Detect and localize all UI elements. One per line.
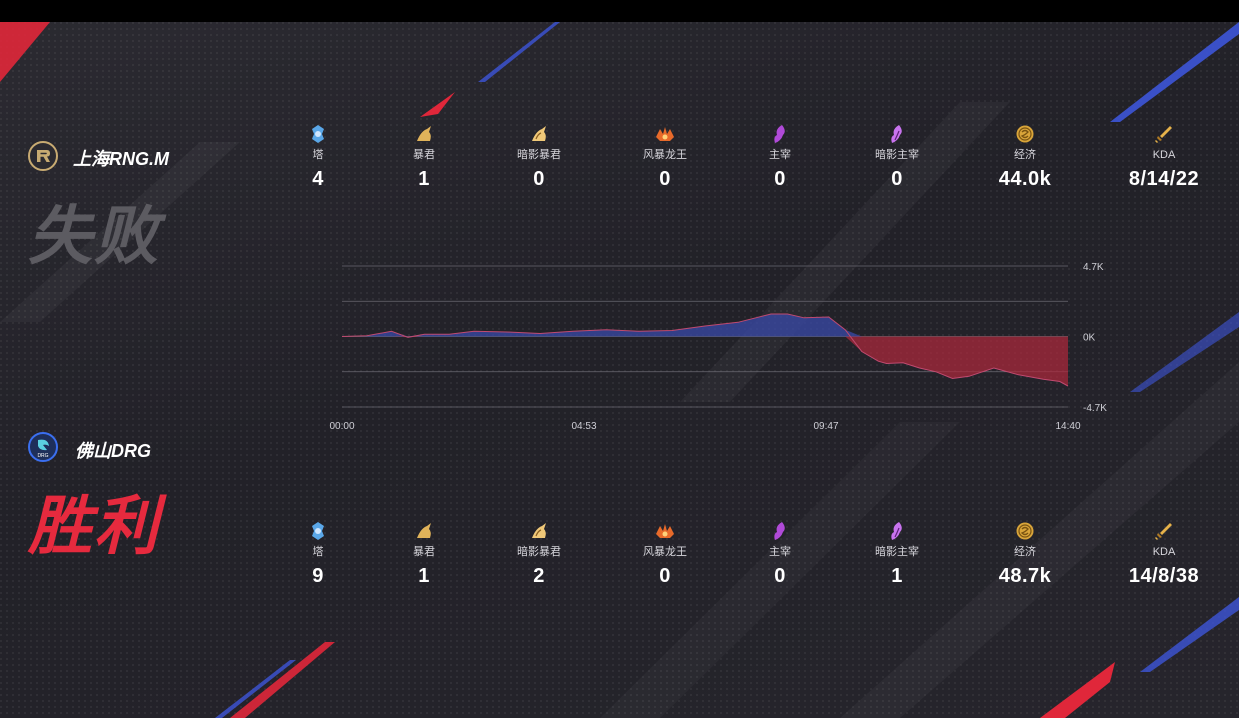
stat-label: 暗影主宰	[875, 149, 919, 161]
stat-value: 0	[891, 168, 903, 190]
stat-tyrant: 暴君 1	[374, 123, 474, 191]
stat-value: 14/8/38	[1128, 565, 1200, 587]
stat-tower: 塔 4	[268, 123, 368, 191]
stat-value: 0	[533, 168, 545, 190]
shadow-overlord-icon	[891, 125, 902, 143]
bottom-team-logo: DRG	[28, 432, 58, 462]
stat-value: 0	[659, 565, 671, 587]
top-black-bar	[0, 0, 1239, 22]
gold-difference-line	[341, 313, 1069, 387]
stat-label: 经济	[1014, 546, 1036, 558]
stat-value: 8/14/22	[1128, 168, 1200, 190]
stat-kda: KDA 14/8/38	[1114, 520, 1214, 588]
stat-label: KDA	[1152, 546, 1176, 558]
tyrant-icon	[417, 523, 431, 538]
stat-overlord: 主宰 0	[730, 520, 830, 588]
top-team-logo	[28, 141, 58, 171]
stat-value: 4	[312, 168, 324, 190]
gold-difference-chart: 4.7K 0K -4.7K 00:00 04:53 09:47 14:40	[320, 250, 1120, 440]
gold-coin-icon	[1016, 522, 1034, 540]
y-tick-label: -4.7K	[1083, 403, 1107, 414]
stat-label: 经济	[1014, 149, 1036, 161]
sword-icon	[1155, 126, 1172, 143]
x-tick-label: 04:53	[571, 421, 596, 432]
stat-label: 塔	[312, 149, 324, 161]
gold-difference-chart-svg: 4.7K 0K -4.7K 00:00 04:53 09:47 14:40	[329, 262, 1107, 432]
bottom-team-stats: 塔 9 暴君 1 暗影暴君 2 风暴龙王 0 主宰 0 暗影主宰 1 经济 48…	[0, 520, 1239, 610]
tower-icon	[312, 125, 324, 143]
stat-label: 主宰	[769, 546, 791, 558]
stat-value: 2	[533, 565, 545, 587]
stat-label: 风暴龙王	[643, 546, 687, 558]
stat-label: 暴君	[413, 149, 435, 161]
stat-label: 暴君	[413, 546, 435, 558]
stat-shadow-tyrant: 暗影暴君 2	[489, 520, 589, 588]
tower-icon	[312, 522, 324, 540]
stat-value: 9	[312, 565, 324, 587]
storm-dragon-icon	[656, 524, 674, 538]
rng-logo-icon	[28, 141, 58, 171]
stat-value: 1	[418, 168, 430, 190]
y-tick-label: 0K	[1083, 333, 1096, 344]
gold-lead-area-negative	[342, 336, 1068, 386]
gold-lead-area-positive	[342, 314, 1068, 337]
x-tick-label: 09:47	[813, 421, 838, 432]
stat-label: 暗影暴君	[517, 546, 561, 558]
svg-text:DRG: DRG	[37, 453, 48, 459]
tyrant-icon	[417, 126, 431, 141]
stat-storm-dragon: 风暴龙王 0	[615, 123, 715, 191]
stat-value: 1	[891, 565, 903, 587]
x-tick-label: 14:40	[1055, 421, 1080, 432]
drg-logo-icon: DRG	[28, 432, 58, 462]
stat-value: 48.7k	[998, 565, 1052, 587]
stat-gold: 经济 44.0k	[975, 123, 1075, 191]
stat-label: 暗影暴君	[517, 149, 561, 161]
shadow-tyrant-icon	[532, 126, 546, 141]
top-team-name: 上海RNG.M	[73, 149, 169, 169]
stat-label: 塔	[312, 546, 324, 558]
stat-tyrant: 暴君 1	[374, 520, 474, 588]
stat-label: 主宰	[769, 149, 791, 161]
stat-label: 暗影主宰	[875, 546, 919, 558]
stat-shadow-overlord: 暗影主宰 1	[847, 520, 947, 588]
stat-shadow-tyrant: 暗影暴君 0	[489, 123, 589, 191]
stat-value: 1	[418, 565, 430, 587]
y-tick-label: 4.7K	[1083, 262, 1104, 273]
stat-shadow-overlord: 暗影主宰 0	[847, 123, 947, 191]
stat-value: 0	[774, 168, 786, 190]
stat-label: KDA	[1152, 149, 1176, 161]
stat-gold: 经济 48.7k	[975, 520, 1075, 588]
stat-overlord: 主宰 0	[730, 123, 830, 191]
stat-value: 0	[659, 168, 671, 190]
storm-dragon-icon	[656, 127, 674, 141]
overlord-icon	[774, 125, 785, 143]
overlord-icon	[774, 522, 785, 540]
stat-storm-dragon: 风暴龙王 0	[615, 520, 715, 588]
sword-icon	[1155, 523, 1172, 540]
x-tick-label: 00:00	[329, 421, 354, 432]
gold-coin-icon	[1016, 125, 1034, 143]
stat-label: 风暴龙王	[643, 149, 687, 161]
stat-kda: KDA 8/14/22	[1114, 123, 1214, 191]
top-team-stats: 塔 4 暴君 1 暗影暴君 0 风暴龙王 0 主宰 0 暗影主宰 0 经济 44…	[0, 123, 1239, 213]
shadow-tyrant-icon	[532, 523, 546, 538]
shadow-overlord-icon	[891, 522, 902, 540]
bottom-team-name: 佛山DRG	[75, 441, 151, 461]
stat-value: 44.0k	[998, 168, 1052, 190]
top-team-result: 失败	[28, 200, 160, 272]
stat-value: 0	[774, 565, 786, 587]
stat-tower: 塔 9	[268, 520, 368, 588]
bottom-team-result: 胜利	[28, 490, 160, 562]
